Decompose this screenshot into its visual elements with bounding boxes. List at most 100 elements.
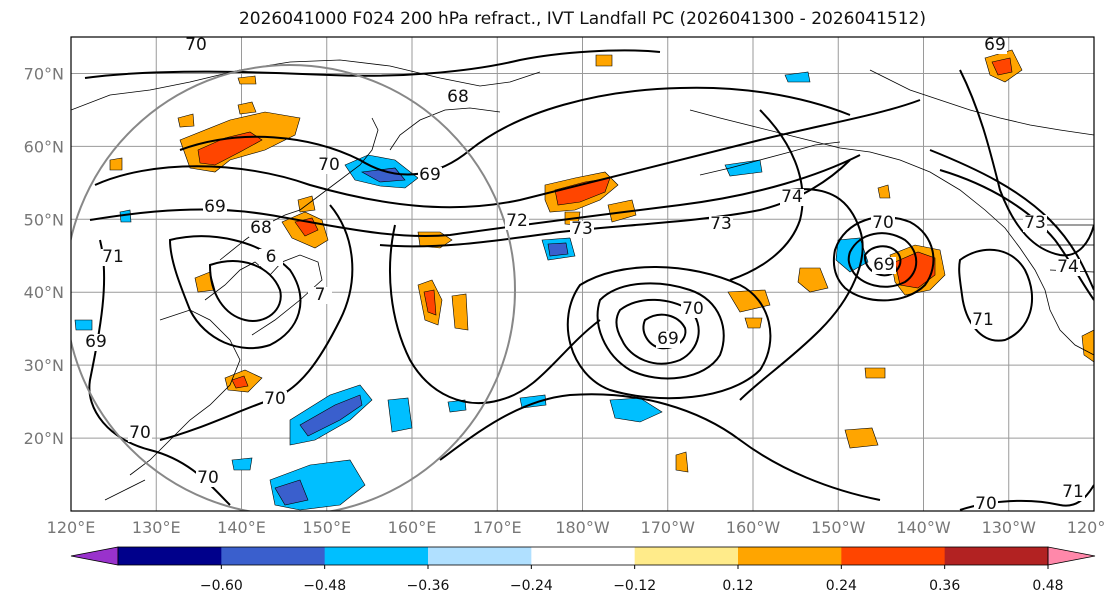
lat-label: 40°N [24, 283, 64, 302]
contour-label: 71 [972, 310, 994, 330]
lat-label: 70°N [24, 64, 64, 83]
contour-label-bg [259, 249, 283, 266]
shading-layer [74, 49, 1094, 511]
coastlines [71, 59, 1094, 501]
lon-label: 150°E [302, 518, 351, 537]
contour-label: 69 [657, 329, 679, 349]
colorbar-segment [324, 547, 429, 565]
shade-patch [554, 177, 611, 206]
shade-patch [237, 101, 257, 115]
contour-label-bg [505, 213, 529, 230]
contour-line [615, 298, 700, 365]
lon-label: 120°E [47, 518, 96, 537]
contour-line [959, 69, 1094, 257]
shade-patch [675, 451, 689, 473]
contour-label: 69 [204, 197, 226, 217]
contour-label-bg [418, 167, 442, 184]
shade-patch [595, 54, 613, 67]
shade-patch [274, 479, 309, 506]
contour-line [84, 49, 661, 79]
colorbar: −0.60 −0.48 −0.36 −0.24 −0.12 0.12 0.24 0.36 0.4… [70, 546, 1096, 594]
contour-label-bg [317, 157, 341, 174]
contour-label-bg [780, 189, 804, 206]
latitude-labels: 70°N 60°N 50°N 40°N 30°N 20°N [24, 64, 64, 448]
map-frame [70, 36, 1095, 512]
contour-label: 69 [85, 332, 107, 352]
shade-patch [231, 375, 249, 389]
shade-patch [864, 367, 886, 379]
contour-label-bg [249, 220, 273, 237]
colorbar-segment [634, 547, 739, 565]
shade-patch [784, 71, 811, 83]
contour-label-bg [983, 37, 1007, 54]
contour-label: 73 [710, 214, 732, 234]
shade-patch [724, 159, 763, 177]
contour-label-bg [203, 199, 227, 216]
shade-patch [197, 131, 263, 166]
contour-line [168, 235, 302, 350]
contour-line [863, 245, 902, 277]
coastline [869, 69, 1094, 136]
shade-patch [361, 167, 406, 183]
contour-label: 6 [266, 247, 277, 267]
colorbar-segment [531, 547, 636, 565]
shade-patch [607, 199, 637, 223]
contour-label-bg [446, 89, 470, 106]
coastline [299, 117, 379, 211]
colorbar-tick-label: −0.36 [407, 578, 450, 594]
contour-label: 70 [318, 155, 340, 175]
shade-patch [451, 293, 469, 331]
contour-label: 73 [571, 219, 593, 239]
lat-label: 20°N [24, 429, 64, 448]
shade-patch [119, 209, 132, 223]
contour-label: 70 [975, 494, 997, 514]
contour-line [958, 248, 1034, 342]
region-circle [71, 64, 516, 511]
contour-label-bg [872, 257, 896, 274]
shade-patch [844, 427, 879, 449]
contour-label: 74 [1057, 257, 1079, 277]
contour-line [159, 204, 354, 441]
colorbar-tick-label: 0.12 [722, 578, 753, 594]
contour-label: 70 [264, 389, 286, 409]
lon-label: 150°W [811, 518, 866, 537]
lat-label: 50°N [24, 210, 64, 229]
contour-line [729, 109, 804, 281]
contour-label-bg [971, 312, 995, 329]
contour-label: 69 [984, 35, 1006, 55]
colorbar-tick-label: 0.36 [929, 578, 960, 594]
contour-label-bg [871, 215, 895, 232]
lat-label: 30°N [24, 356, 64, 375]
lon-label: 160°W [726, 518, 781, 537]
shade-patch [877, 184, 891, 199]
contour-line [94, 99, 921, 209]
contour-label: 70 [872, 213, 894, 233]
colorbar-tick-label: −0.60 [200, 578, 243, 594]
colorbar-tick-label: −0.48 [303, 578, 346, 594]
shade-patch [797, 267, 829, 293]
lon-label: 180°W [555, 518, 610, 537]
contour-line [847, 232, 918, 288]
coastline [104, 479, 146, 501]
contour-label: 68 [250, 218, 272, 238]
contour-line [566, 266, 772, 400]
lat-label: 60°N [24, 137, 64, 156]
colorbar-tick-label: −0.12 [613, 578, 656, 594]
coastline [129, 309, 241, 476]
contour-line [939, 169, 1094, 301]
shade-patch [387, 397, 413, 433]
contour-label: 70 [129, 423, 151, 443]
lon-label: 140°W [896, 518, 951, 537]
contour-label: 70 [197, 468, 219, 488]
contour-line [208, 260, 282, 322]
shade-patch [991, 57, 1013, 76]
colorbar-segment [944, 547, 1049, 565]
colorbar-extend-low [70, 546, 119, 566]
shade-patch [177, 113, 195, 128]
coastline [204, 254, 323, 336]
coastline [689, 109, 1094, 356]
colorbar-tick-label: 0.48 [1032, 578, 1063, 594]
colorbar-segment [738, 547, 842, 565]
shade-patch [547, 242, 569, 257]
